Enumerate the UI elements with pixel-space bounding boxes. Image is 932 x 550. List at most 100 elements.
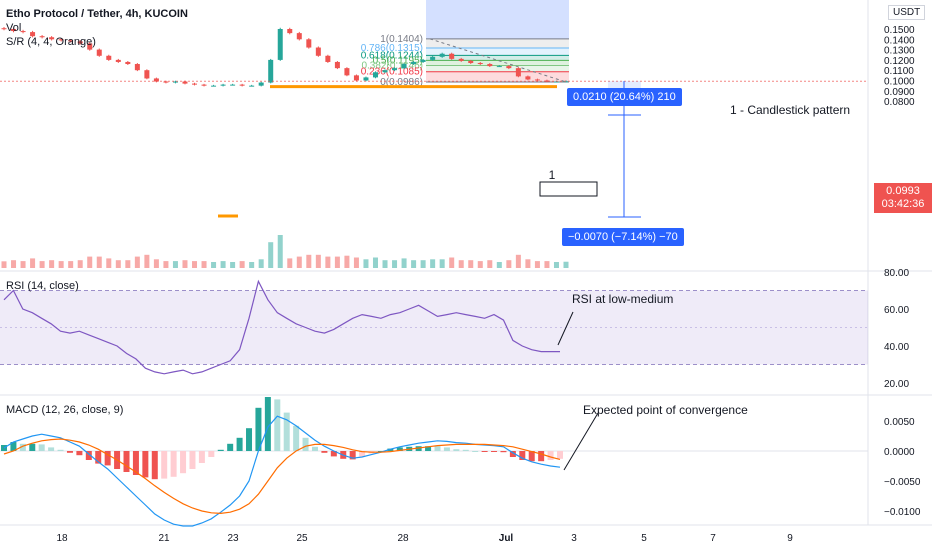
- volume-bar: [40, 261, 45, 268]
- macd-histogram-bar: [67, 451, 73, 453]
- candle-body: [116, 60, 121, 62]
- main-legend: Etho Protocol / Tether, 4h, KUCOIN Vol S…: [6, 7, 188, 49]
- volume-bar: [430, 259, 435, 268]
- volume-bar: [173, 261, 178, 268]
- candle-body: [230, 85, 235, 86]
- candle-body: [268, 60, 273, 83]
- candle-body: [516, 68, 521, 76]
- volume-bar: [373, 258, 378, 269]
- pattern-marker: 1: [549, 168, 556, 182]
- macd-tick: 0.0000: [884, 447, 915, 458]
- volume-bar: [268, 242, 273, 268]
- last-price: 0.0993: [874, 185, 932, 198]
- macd-histogram-bar: [538, 451, 544, 461]
- macd-histogram-bar: [142, 451, 148, 477]
- volume-bar: [525, 259, 530, 268]
- macd-histogram-bar: [227, 444, 233, 451]
- time-tick: 18: [56, 533, 68, 544]
- candle-body: [402, 64, 407, 68]
- candle-body: [497, 66, 502, 67]
- volume-bar: [97, 257, 102, 268]
- currency-badge[interactable]: USDT: [888, 5, 925, 20]
- time-tick: 7: [710, 533, 716, 544]
- time-tick: 3: [571, 533, 577, 544]
- measure-up-label: 0.0210 (20.64%) 210: [567, 88, 682, 106]
- volume-bar: [59, 261, 64, 268]
- macd-legend[interactable]: MACD (12, 26, close, 9): [6, 403, 123, 417]
- volume-bar: [68, 261, 73, 268]
- main-legend-title[interactable]: Etho Protocol / Tether, 4h, KUCOIN: [6, 7, 188, 21]
- macd-histogram-bar: [303, 438, 309, 451]
- fib-zone: [426, 48, 569, 55]
- candle-body: [192, 84, 197, 85]
- candle-body: [363, 77, 368, 80]
- candle-body: [306, 39, 311, 47]
- volume-bar: [411, 260, 416, 268]
- macd-histogram-bar: [39, 444, 45, 451]
- macd-histogram-bar: [312, 447, 318, 451]
- macd-histogram-bar: [463, 450, 469, 451]
- volume-bar: [116, 260, 121, 268]
- macd-tick: −0.0100: [884, 507, 921, 518]
- macd-histogram-bar: [246, 428, 252, 451]
- volume-bar: [182, 260, 187, 268]
- signal-line: [4, 439, 560, 513]
- volume-bar: [202, 261, 207, 268]
- sr-legend[interactable]: S/R (4, 4, Orange): [6, 35, 188, 49]
- candle-body: [221, 85, 226, 86]
- candle-body: [421, 60, 426, 62]
- macd-annotation-pointer: [564, 413, 598, 470]
- candle-body: [240, 85, 245, 86]
- candle-body: [144, 70, 149, 78]
- candle-body: [106, 56, 111, 60]
- candle-body: [392, 68, 397, 70]
- volume-bar: [106, 258, 111, 268]
- volume-bar: [163, 261, 168, 268]
- candle-body: [316, 48, 321, 56]
- volume-bar: [135, 257, 140, 268]
- macd-histogram-bar: [152, 451, 158, 479]
- price-tick: 0.0800: [884, 97, 915, 108]
- rsi-tick: 80.00: [884, 268, 909, 279]
- volume-bar: [87, 257, 92, 268]
- volume-bar: [564, 262, 569, 268]
- volume-bar: [392, 260, 397, 268]
- volume-bar: [449, 258, 454, 269]
- candle-body: [411, 62, 416, 64]
- volume-bar: [506, 260, 511, 268]
- macd-histogram-bar: [161, 451, 167, 479]
- rsi-legend[interactable]: RSI (14, close): [6, 279, 79, 293]
- vol-legend[interactable]: Vol: [6, 21, 188, 35]
- macd-histogram-bar: [321, 451, 327, 453]
- macd-line: [4, 416, 560, 526]
- volume-bar: [344, 256, 349, 268]
- macd-histogram-bar: [58, 450, 64, 451]
- volume-bar: [2, 261, 7, 268]
- volume-bar: [154, 259, 159, 268]
- volume-bar: [221, 261, 226, 268]
- macd-histogram-bar: [557, 451, 563, 459]
- volume-bar: [363, 259, 368, 268]
- volume-bar: [402, 258, 407, 268]
- macd-histogram-bar: [76, 451, 82, 455]
- time-tick: 23: [227, 533, 239, 544]
- candle-body: [535, 79, 540, 80]
- candle-body: [430, 57, 435, 60]
- candle-body: [344, 68, 349, 75]
- macd-histogram-bar: [199, 451, 205, 463]
- candle-body: [459, 59, 464, 61]
- candle-body: [487, 64, 492, 66]
- rsi-annotation: RSI at low-medium: [572, 292, 673, 306]
- macd-histogram-bar: [29, 444, 35, 451]
- bar-countdown: 03:42:36: [874, 198, 932, 211]
- volume-bar: [125, 260, 130, 268]
- last-price-tag: 0.0993 03:42:36: [874, 183, 932, 213]
- volume-bar: [325, 257, 330, 268]
- volume-bar: [468, 260, 473, 268]
- macd-histogram-bar: [472, 451, 478, 452]
- macd-histogram-bar: [482, 451, 488, 452]
- volume-bar: [297, 257, 302, 268]
- candle-body: [325, 56, 330, 62]
- candle-body: [440, 54, 445, 57]
